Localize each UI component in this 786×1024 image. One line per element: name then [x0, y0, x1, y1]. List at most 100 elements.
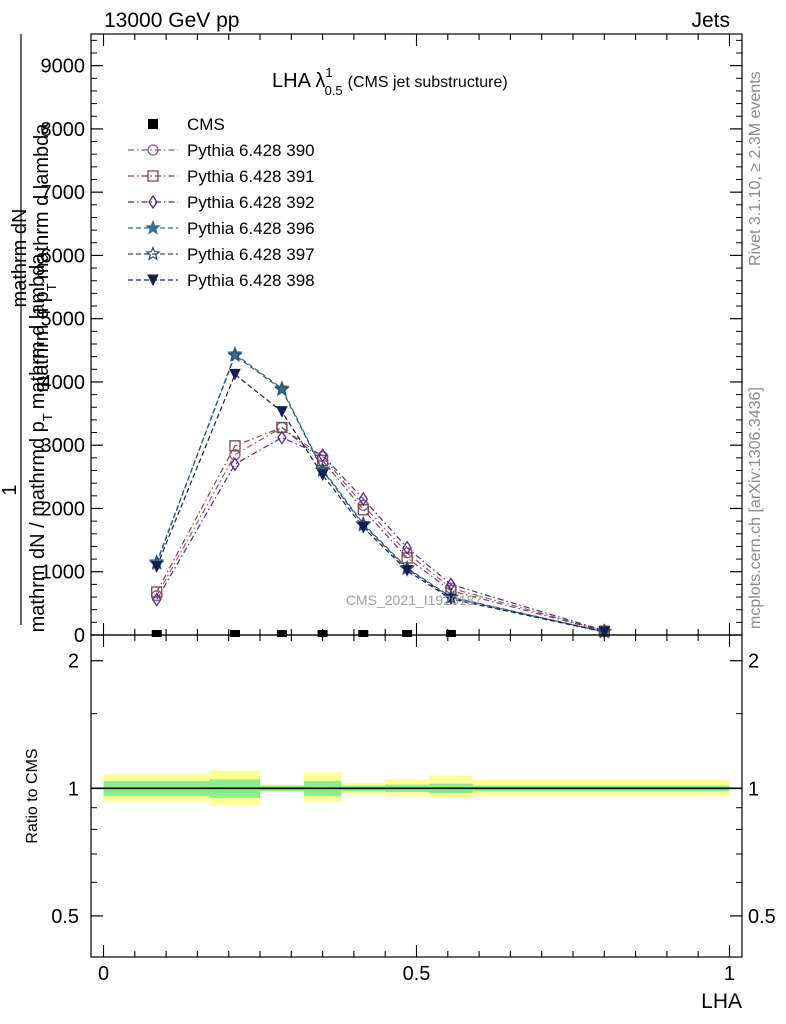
series-line-0 — [156, 426, 605, 632]
main-plot-panel: 0 1000 2000 3000 4000 5000 6000 7000 8000 9000 CM… — [41, 33, 743, 647]
main-y-ticks: 0 1000 2000 3000 4000 5000 6000 7000 8000 9000 — [41, 39, 742, 647]
series-point-5 — [150, 561, 163, 573]
ratio-y-axis-label: Ratio to CMS — [24, 748, 41, 843]
legend-label-1: Pythia 6.428 391 — [187, 167, 315, 186]
legend-marker-1 — [147, 170, 159, 182]
y-tick-label: 3000 — [41, 435, 86, 457]
series-point-5 — [357, 521, 370, 534]
series-line-4 — [156, 354, 605, 633]
legend-entry-4: Pythia 6.428 397 — [128, 245, 315, 264]
legend-entry-cms: CMS — [148, 115, 225, 134]
series-line-2 — [156, 436, 605, 632]
series-point-1 — [229, 440, 241, 452]
y-tick-label: 2000 — [41, 498, 86, 520]
cms-point — [358, 630, 369, 637]
series-point-2 — [402, 540, 412, 555]
legend-label-cms: CMS — [187, 115, 225, 134]
plot-title-main: LHA λ — [272, 70, 325, 92]
legend-marker-5 — [147, 274, 159, 287]
series-point-5 — [401, 564, 413, 577]
legend-label-0: Pythia 6.428 390 — [187, 141, 315, 160]
y-tick-label: 0 — [74, 625, 85, 647]
ratio-plot-panel: 0.5 0.51 12 2 0 0.5 1 — [51, 634, 776, 985]
y-tick-label: 4000 — [41, 372, 86, 394]
series-point-2 — [358, 491, 369, 507]
analysis-watermark: CMS_2021_I1920187 — [346, 592, 482, 608]
plot-title-sup: 1 — [325, 65, 332, 80]
cms-point — [276, 630, 287, 637]
series-line-3 — [156, 353, 605, 633]
cms-point — [317, 630, 328, 637]
series-point-0 — [229, 449, 241, 461]
y-tick-label: 6000 — [41, 245, 86, 267]
legend-entry-3: Pythia 6.428 396 — [128, 219, 315, 238]
series-point-5 — [445, 593, 457, 606]
header-process-label: Jets — [691, 9, 730, 32]
ratio-y-ticks: 0.5 0.5 1 1 2 2 — [51, 651, 776, 928]
ratio-y-tick-label-right: 0.5 — [748, 906, 776, 928]
series-point-2 — [151, 592, 162, 607]
series-point-5 — [276, 406, 288, 418]
y-label-numerator-2: mathrm d pTmathrm d lambda — [31, 123, 59, 393]
plot-title-sub: 0.5 — [325, 83, 343, 98]
legend-entry-0: Pythia 6.428 390 — [128, 141, 315, 160]
header-collision-label: 13000 GeV pp — [104, 9, 240, 32]
series-point-5 — [229, 368, 241, 381]
x-tick-label: 0.5 — [403, 963, 431, 985]
y-tick-label: 9000 — [41, 56, 86, 78]
ratio-y-tick-label-right: 1 — [748, 778, 759, 800]
legend-entry-5: Pythia 6.428 398 — [128, 271, 315, 290]
legend: CMS Pythia 6.428 390 Pythia 6.428 391 Pythi… — [128, 115, 315, 290]
ratio-y-tick-label: 1 — [68, 778, 79, 800]
series-point-4 — [227, 347, 243, 362]
cms-point — [445, 630, 456, 637]
y-label-denominator: mathrm dN / mathrmd pTmathrm d lambda — [27, 253, 55, 633]
series-line-1 — [156, 426, 605, 632]
mcplots-label: mcplots.cern.ch [arXiv:1306.3436] — [747, 387, 764, 629]
y-tick-label: 1000 — [41, 562, 86, 584]
y-tick-label: 5000 — [41, 309, 86, 331]
cms-point — [229, 630, 240, 637]
x-axis-label: LHA — [701, 990, 742, 1013]
cms-data-points — [151, 630, 456, 637]
series-point-2 — [277, 430, 287, 445]
y-label-one: 1 — [0, 484, 21, 495]
x-tick-label: 0 — [98, 963, 109, 985]
ratio-y-tick-label-right: 2 — [748, 651, 759, 673]
series-point-5 — [598, 626, 611, 639]
ratio-y-tick-label: 2 — [68, 651, 79, 673]
plot-title-rest: (CMS jet substructure) — [348, 74, 508, 91]
legend-marker-0 — [147, 144, 159, 156]
ratio-x-ticks: 0 0.5 1 — [98, 635, 735, 985]
legend-label-2: Pythia 6.428 392 — [187, 193, 315, 212]
series-point-1 — [151, 586, 163, 598]
legend-label-3: Pythia 6.428 396 — [187, 219, 315, 238]
mc-series-lines — [156, 353, 605, 633]
mc-series-markers — [148, 345, 613, 639]
main-y-axis-label: mathrm dN mathrm d pTmathrm d lambda 1 m… — [0, 34, 59, 632]
legend-marker-4 — [145, 245, 161, 261]
series-point-4 — [274, 381, 290, 397]
legend-entry-2: Pythia 6.428 392 — [128, 193, 315, 212]
legend-label-4: Pythia 6.428 397 — [187, 245, 315, 264]
plot-title: LHA λ1 0.5 (CMS jet substructure) — [272, 65, 508, 98]
y-tick-label: 7000 — [41, 182, 86, 204]
series-point-5 — [316, 469, 329, 482]
legend-marker-2 — [148, 194, 158, 210]
legend-marker-cms — [148, 119, 158, 129]
cms-point — [402, 630, 413, 637]
x-tick-label: 1 — [724, 963, 735, 985]
legend-label-5: Pythia 6.428 398 — [187, 271, 315, 290]
y-tick-label: 8000 — [41, 119, 86, 141]
cms-point — [151, 630, 162, 637]
legend-entry-1: Pythia 6.428 391 — [128, 167, 315, 186]
legend-marker-3 — [145, 219, 161, 235]
series-point-3 — [274, 380, 290, 395]
rivet-version-label: Rivet 3.1.10, ≥ 2.3M events — [747, 71, 764, 266]
series-line-5 — [156, 373, 605, 633]
ratio-y-tick-label: 0.5 — [51, 906, 79, 928]
y-label-numerator-1: mathrm dN — [9, 209, 31, 308]
series-point-2 — [230, 457, 240, 472]
series-point-3 — [227, 345, 243, 361]
